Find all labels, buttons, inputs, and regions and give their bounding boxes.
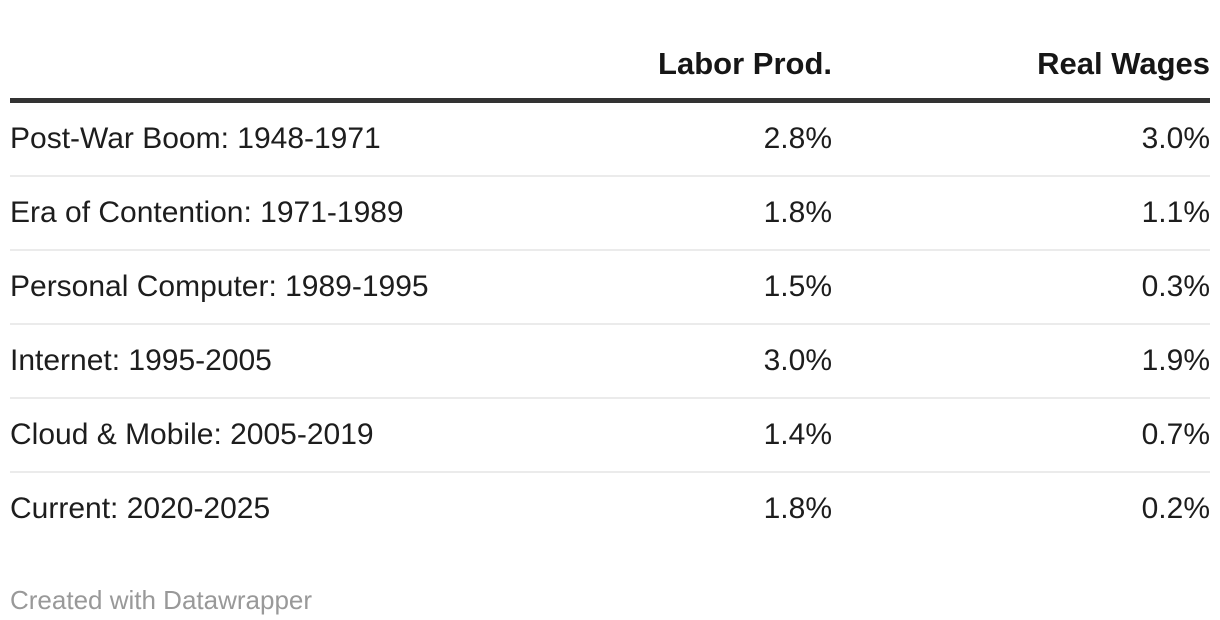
real-wages-cell: 0.2%	[1141, 492, 1210, 525]
row-label-cell: Post-War Boom: 1948-1971	[10, 100, 454, 177]
labor-prod-cell: 1.8%	[763, 492, 832, 525]
attribution: Created with Datawrapper	[10, 585, 1210, 615]
real-wages-cell: 1.1%	[832, 176, 1210, 251]
row-label-cell: Personal Computer: 1989-1995	[10, 250, 454, 325]
real-wages-cell: 0.3%	[832, 250, 1210, 325]
real-wages-cell: 3.0%	[832, 100, 1210, 177]
labor-prod-cell: 2.8%	[454, 100, 832, 177]
table-row: Cloud & Mobile: 2005-2019 1.4% 0.7%	[10, 398, 1210, 473]
labor-prod-cell: 1.4%	[454, 398, 832, 473]
datawrapper-attribution-link[interactable]: Created with Datawrapper	[10, 585, 313, 615]
labor-prod-cell: 1.8%	[454, 176, 832, 251]
labor-prod-cell: 1.5%	[454, 250, 832, 325]
table-row: Personal Computer: 1989-1995 1.5% 0.3%	[10, 250, 1210, 325]
row-label-cell: Internet: 1995-2005	[10, 324, 454, 399]
row-label-cell: Current: 2020-2025	[10, 492, 271, 525]
header-empty-cell	[10, 0, 454, 103]
real-wages-cell: 0.7%	[832, 398, 1210, 473]
table-row: Era of Contention: 1971-1989 1.8% 1.1%	[10, 176, 1210, 251]
table-row: Internet: 1995-2005 3.0% 1.9%	[10, 324, 1210, 399]
real-wages-cell: 1.9%	[832, 324, 1210, 399]
table-row: Post-War Boom: 1948-1971 2.8% 3.0%	[10, 100, 1210, 177]
header-real-wages: Real Wages	[832, 0, 1210, 103]
labor-prod-cell: 3.0%	[454, 324, 832, 399]
header-labor-prod: Labor Prod.	[454, 0, 832, 103]
header-row: Labor Prod. Real Wages	[10, 0, 1210, 103]
data-table: Labor Prod. Real Wages Post-War Boom: 19…	[10, 0, 1210, 545]
row-label-cell: Cloud & Mobile: 2005-2019	[10, 398, 454, 473]
row-label-cell: Era of Contention: 1971-1989	[10, 176, 454, 251]
table-row: Current: 2020-2025 1.8% 0.2%	[10, 472, 1210, 545]
